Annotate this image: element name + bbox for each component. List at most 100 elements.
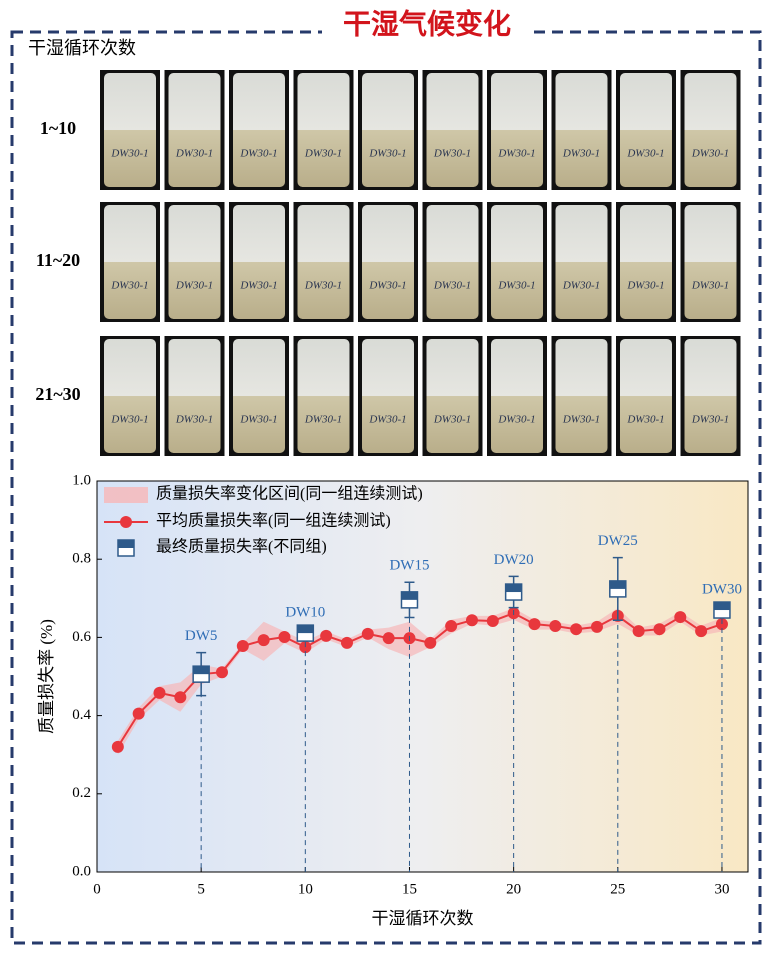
final-marker-fill (401, 591, 418, 600)
x-tick-label: 5 (197, 881, 205, 897)
specimen-label: DW30-1 (433, 280, 471, 292)
chart: 0.0 0.2 0.4 0.6 0.8 1.0 0 5 10 15 20 25 30 干湿循环次数 质量损失… (37, 472, 749, 928)
specimen-photo (555, 73, 608, 187)
mean-point (153, 686, 166, 699)
point-label: DW5 (185, 628, 218, 644)
specimen-photo (620, 73, 672, 187)
specimen-label: DW30-1 (626, 280, 664, 292)
specimen-label: DW30-1 (433, 148, 471, 160)
specimen-label: DW30-1 (175, 148, 213, 160)
y-tick-label: 0.8 (72, 551, 91, 567)
mean-point (465, 614, 478, 627)
mean-point (132, 707, 145, 720)
specimen-label: DW30-1 (433, 414, 471, 426)
mean-point (653, 623, 666, 636)
mean-point (340, 636, 353, 649)
specimen-photo (297, 73, 350, 187)
photo-grid: 1~10 DW30-1 DW30-1 DW30-1 DW30-1 DW30-1 DW30-1… (35, 70, 741, 456)
y-axis-label: 质量损失率 (%) (37, 619, 56, 734)
specimen-photo (684, 205, 737, 319)
specimen-photo (168, 73, 221, 187)
specimen-label: DW30-1 (304, 414, 342, 426)
specimen-photo (491, 73, 543, 187)
specimen-label: DW30-1 (497, 280, 535, 292)
specimen-photo (362, 205, 414, 319)
specimen-photo (168, 205, 221, 319)
mean-point (528, 618, 541, 631)
mean-point (695, 625, 708, 638)
final-marker-fill (297, 625, 314, 634)
title: 干湿气候变化 (343, 7, 511, 39)
specimen-photo (684, 73, 737, 187)
specimen-label: DW30-1 (691, 280, 729, 292)
mean-point (382, 632, 395, 645)
title-backdrop (322, 6, 532, 46)
mean-point (299, 641, 312, 654)
y-tick-label: 1.0 (72, 472, 91, 488)
y-tick-label: 0.4 (72, 707, 91, 723)
point-label: DW30 (702, 582, 742, 598)
specimen-photo (362, 73, 414, 187)
mean-point (424, 636, 437, 649)
legend-swatch (118, 540, 134, 548)
specimen-photo (555, 339, 608, 453)
mean-point (632, 625, 645, 638)
x-tick-label: 30 (714, 881, 729, 897)
x-tick-label: 15 (402, 881, 417, 897)
specimen-photo (620, 339, 672, 453)
specimen-photo (297, 339, 350, 453)
specimen-photo (620, 205, 672, 319)
mean-point (111, 740, 124, 753)
mean-point (174, 691, 187, 704)
specimen-label: DW30-1 (368, 414, 406, 426)
mean-point (361, 627, 374, 640)
frame (10, 30, 762, 945)
specimen-label: DW30-1 (239, 280, 277, 292)
specimen-label: DW30-1 (562, 148, 600, 160)
final-marker-fill (609, 580, 626, 589)
panel-label: 干湿循环次数 (28, 38, 136, 58)
mean-point (486, 614, 499, 627)
specimen-label: DW30-1 (239, 414, 277, 426)
specimen-photo (168, 339, 221, 453)
specimen-label: DW30-1 (691, 414, 729, 426)
legend-label: 最终质量损失率(不同组) (156, 538, 327, 556)
point-label: DW20 (494, 552, 534, 568)
mean-point (215, 666, 228, 679)
x-tick-label: 0 (93, 881, 101, 897)
mean-point (674, 611, 687, 624)
final-marker-fill (713, 602, 730, 611)
specimen-photo (233, 339, 285, 453)
specimen-label: DW30-1 (110, 280, 148, 292)
range-band (117, 608, 722, 755)
mean-point (320, 629, 333, 642)
mean-point (549, 620, 562, 633)
mean-point (236, 640, 249, 653)
specimen-photo (104, 339, 156, 453)
specimen-label: DW30-1 (110, 414, 148, 426)
legend-label: 平均质量损失率(同一组连续测试) (156, 512, 391, 530)
specimen-label: DW30-1 (110, 148, 148, 160)
specimen-label: DW30-1 (691, 148, 729, 160)
final-marker-fill (193, 666, 210, 675)
x-tick-label: 25 (610, 881, 625, 897)
mean-point (445, 620, 458, 633)
specimen-photo (426, 339, 479, 453)
final-marker-fill (505, 584, 522, 593)
specimen-label: DW30-1 (175, 414, 213, 426)
specimen-label: DW30-1 (562, 280, 600, 292)
y-tick-label: 0.2 (72, 785, 91, 801)
point-label: DW25 (598, 533, 638, 549)
specimen-photo (491, 205, 543, 319)
specimen-label: DW30-1 (368, 148, 406, 160)
y-tick-label: 0.6 (72, 629, 91, 645)
specimen-label: DW30-1 (304, 280, 342, 292)
specimen-label: DW30-1 (368, 280, 406, 292)
specimen-photo (362, 339, 414, 453)
point-label: DW10 (285, 605, 325, 621)
legend-swatch (104, 487, 148, 503)
mean-point (278, 631, 291, 644)
specimen-photo (491, 339, 543, 453)
